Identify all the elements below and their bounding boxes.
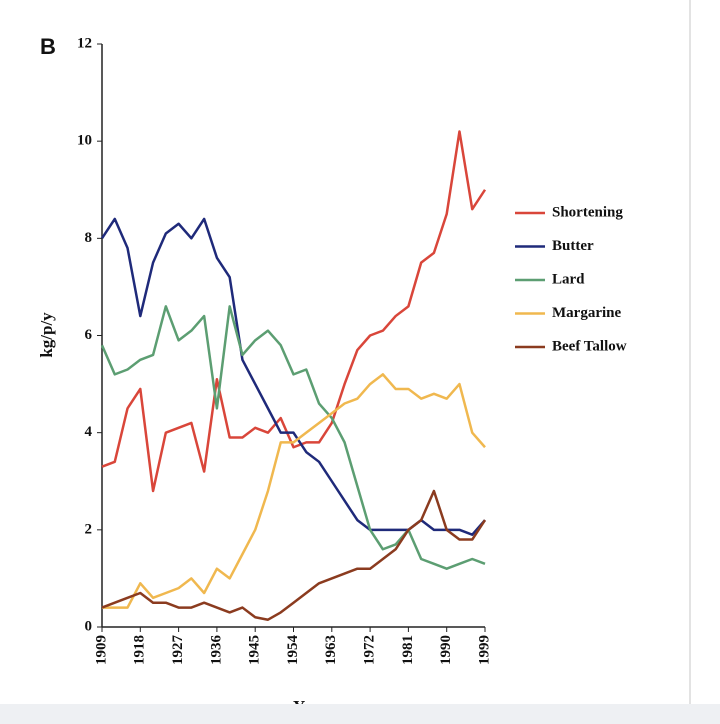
legend-label: Lard [552,271,585,287]
y-tick-label: 2 [85,521,93,537]
x-tick-label: 1963 [323,635,339,665]
y-tick-label: 12 [77,35,92,51]
x-tick-label: 1918 [132,635,148,665]
y-tick-label: 10 [77,133,92,149]
legend-label: Margarine [552,305,621,321]
series-line [100,305,486,570]
y-tick-label: 6 [85,327,93,343]
panel-label: B [40,34,56,59]
x-tick-label: 1999 [476,635,492,665]
series-line [102,373,486,609]
x-tick-label: 1936 [208,635,224,666]
y-tick-label: 4 [85,424,93,440]
x-tick-label: 1972 [362,635,378,665]
y-tick-label: 0 [85,618,93,634]
x-tick-label: 1945 [247,635,263,665]
series-line [101,130,487,493]
y-tick-label: 8 [85,230,93,246]
x-tick-label: 1927 [170,635,186,666]
legend-label: Butter [552,238,594,254]
series-line [101,489,487,621]
y-axis-label: kg/p/y [37,312,56,358]
bottom-strip [0,704,720,724]
x-tick-label: 1981 [400,635,416,665]
x-tick-label: 1909 [93,635,109,665]
legend-label: Beef Tallow [552,338,627,354]
x-tick-label: 1954 [285,635,301,666]
legend-label: Shortening [552,204,623,220]
x-tick-label: 1990 [438,635,454,665]
